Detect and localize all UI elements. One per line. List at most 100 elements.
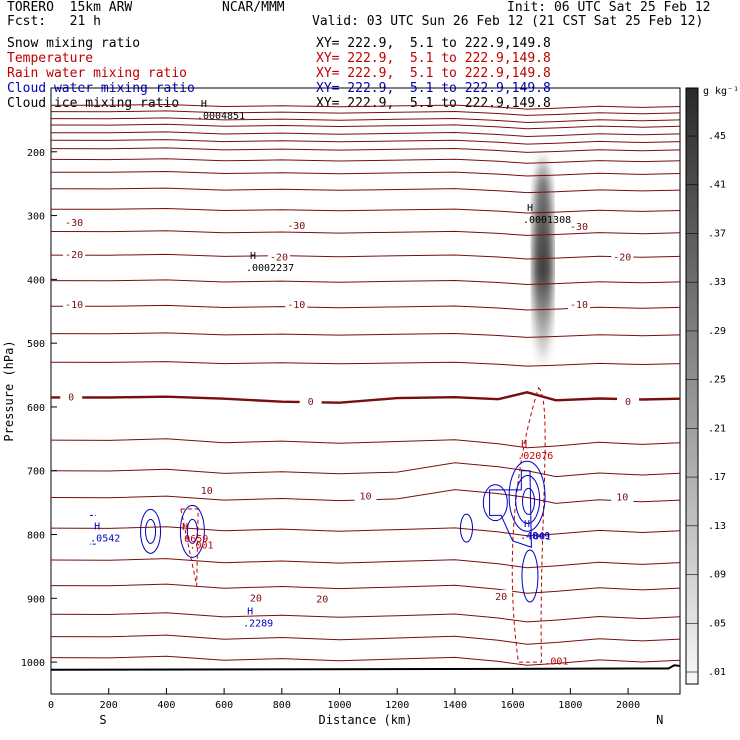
temperature-contour [50,462,681,478]
x-tick-label: 1000 [327,700,351,711]
temperature-label: 20 [250,593,262,604]
temperature-label: -10 [287,300,305,311]
cloud-water-contour [145,518,157,544]
contour-label: .001 [544,657,568,668]
temperature-contour [50,361,681,367]
x-tick-label: 2000 [616,700,640,711]
extremum-marker: H [524,519,530,530]
temperature-label-bg [617,394,640,407]
x-tick-label: 200 [100,700,118,711]
colorbar-label: .33 [708,277,726,288]
temperature-label-bg [267,250,290,263]
x-tick-label: 800 [273,700,291,711]
rain-contour [180,508,199,586]
extremum-marker: H [94,521,100,532]
colorbar-label: .09 [708,570,726,581]
temperature-label-bg [490,590,513,603]
field-xy-range: XY= 222.9, 5.1 to 222.9,149.8 [316,66,551,81]
temperature-label-bg [611,250,634,263]
x-tick-label: 0 [48,700,54,711]
temperature-label: 0 [308,397,314,408]
temperature-contour [50,332,681,338]
temperature-label: -30 [570,222,588,233]
field-name: Cloud ice mixing ratio [7,96,180,111]
y-axis-label: Pressure (hPa) [2,340,16,441]
temperature-label: 0 [625,397,631,408]
forecast-hour: Fcst: 21 h [7,14,101,29]
y-tick-label: 300 [27,212,45,223]
extremum-value: .02076 [517,451,553,462]
y-tick-label: 900 [27,594,45,605]
extremum-value: .0542 [90,533,120,544]
colorbar-label: .01 [708,667,726,678]
cloud-water-contour [89,514,96,545]
temperature-label-bg [63,297,86,310]
temperature-label-bg [63,216,86,229]
temperature-contour [50,438,681,449]
temperature-label-bg [285,297,308,310]
temperature-contour [50,147,681,153]
rain-contour [511,386,546,663]
colorbar-label: .37 [708,228,726,239]
y-tick-label: 1000 [21,658,45,669]
temperature-label-bg [311,592,334,605]
colorbar-label: .41 [708,180,726,191]
colorbar-label: .13 [708,521,726,532]
y-tick-label: 700 [27,467,45,478]
extremum-marker: H [247,606,253,617]
temperature-contour [50,304,681,311]
colorbar [685,87,699,685]
cloud-water-contour [508,460,546,532]
temperature-contour [50,391,681,404]
temperature-contour [50,123,681,130]
temperature-contour [50,558,681,569]
temperature-label: 20 [316,595,328,606]
temperature-contour [50,612,681,623]
x-end-label-north: N [656,713,663,727]
x-axis-label: Distance (km) [319,713,413,727]
temperature-contour [50,139,681,145]
y-tick-label: 200 [27,148,45,159]
cloud-water-contour [482,484,508,522]
contour-label: .001 [527,532,551,543]
temperature-label: -20 [270,253,288,264]
field-xy-range: XY= 222.9, 5.1 to 222.9,149.8 [316,36,551,51]
model-title: TORERO 15km ARW [7,0,133,15]
cloud-water-contour [522,487,536,515]
colorbar-unit: g kg⁻¹ [703,86,739,97]
cloud-water-contour [459,513,473,543]
temperature-contour [50,187,681,194]
plot-frame [50,87,681,695]
temperature-contour [50,170,681,177]
y-tick-label: 800 [27,531,45,542]
temperature-label-bg [568,297,591,310]
temperature-contour [50,207,681,214]
x-end-label-south: S [99,713,106,727]
temperature-label-bg [285,218,308,231]
valid-time: Valid: 03 UTC Sun 26 Feb 12 (21 CST Sat … [312,14,704,29]
temperature-label-bg [611,490,634,503]
cloud-water-contour [140,508,162,554]
extremum-value: .0002237 [246,263,294,274]
temperature-contour [50,110,681,116]
colorbar-label: .05 [708,618,726,629]
extremum-marker: H [201,99,207,110]
temperature-label: -10 [570,300,588,311]
snow-shading [532,151,553,369]
colorbar-label: .21 [708,423,726,434]
terrain-line [50,664,681,671]
x-tick-label: 1200 [385,700,409,711]
x-tick-label: 600 [215,700,233,711]
temperature-label: 10 [201,486,213,497]
temperature-contour [50,158,681,164]
temperature-label: 0 [68,392,74,403]
temperature-contour [50,526,681,537]
temperature-label: 10 [616,493,628,504]
cloud-water-contour [515,474,541,524]
colorbar-label: .45 [708,131,726,142]
cloud-water-contour [521,549,539,603]
x-tick-label: 400 [157,700,175,711]
temperature-label: -20 [613,253,631,264]
field-name: Snow mixing ratio [7,36,141,51]
center-label: NCAR/MMM [222,0,285,15]
